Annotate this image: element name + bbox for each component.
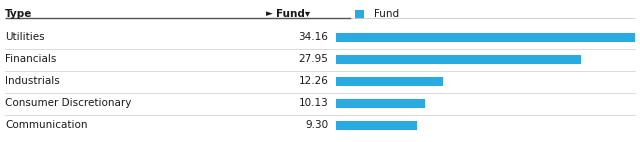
Text: Communication: Communication [5,120,88,130]
Text: Utilities: Utilities [5,32,45,42]
Bar [336,33,635,41]
Bar [336,55,580,63]
Text: Type: Type [5,9,33,19]
Text: Financials: Financials [5,54,56,64]
Text: 9.30: 9.30 [305,120,328,130]
Text: 12.26: 12.26 [298,76,328,86]
Bar [336,99,424,107]
Text: Industrials: Industrials [5,76,60,86]
Text: 10.13: 10.13 [299,98,328,108]
Bar [355,10,364,18]
Text: 27.95: 27.95 [298,54,328,64]
Text: ►: ► [266,9,273,18]
Bar [336,121,417,130]
Text: 34.16: 34.16 [298,32,328,42]
Text: Fund▾: Fund▾ [276,9,310,19]
Text: Consumer Discretionary: Consumer Discretionary [5,98,131,108]
Bar [336,77,444,85]
Text: Fund: Fund [374,9,399,19]
